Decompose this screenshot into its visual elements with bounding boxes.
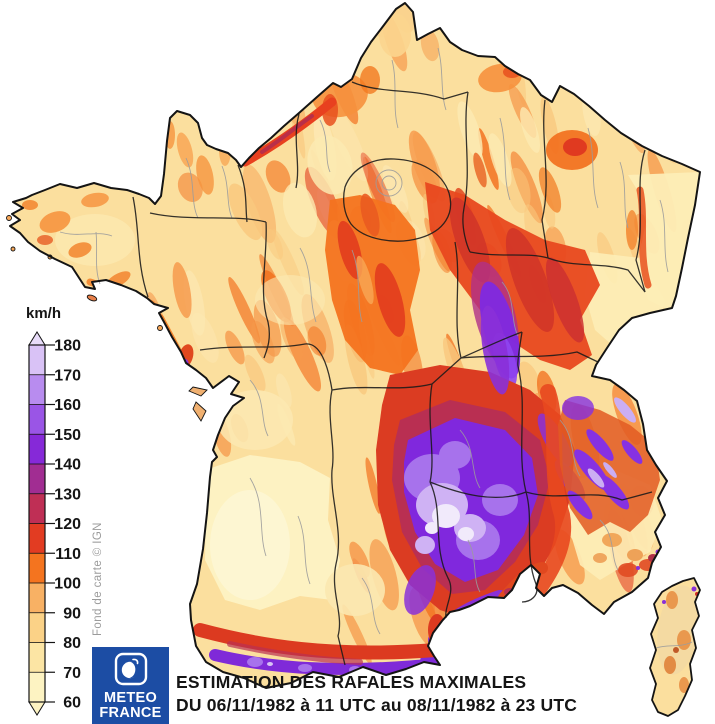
wind-streak — [276, 19, 310, 90]
wind-streak — [679, 91, 695, 157]
wind-streak — [506, 167, 531, 214]
wind-streak — [191, 312, 219, 363]
legend-segment — [29, 583, 45, 613]
map-title-block: ESTIMATION DES RAFALES MAXIMALES DU 06/1… — [176, 671, 577, 716]
wind-streak — [257, 3, 292, 84]
pyrenees-bands — [193, 623, 444, 675]
wind-streak — [165, 413, 183, 442]
wind-streak — [251, 320, 275, 364]
wind-streak — [644, 367, 663, 432]
wind-streak — [608, 3, 645, 75]
alps-purple-streaks — [558, 396, 660, 535]
wind-streak — [478, 128, 499, 190]
wind-streak — [283, 317, 321, 392]
legend-tick-label: 130 — [54, 486, 81, 503]
rhone-valley-red-strip — [524, 384, 572, 606]
legend-segment — [29, 612, 45, 643]
wind-streak — [142, 356, 161, 403]
wind-streak — [265, 160, 291, 193]
legend-tick-label: 110 — [55, 546, 81, 563]
wind-streak — [280, 317, 303, 360]
map-title-line2: DU 06/11/1982 à 11 UTC au 08/11/1982 à 2… — [176, 694, 578, 715]
legend-segment — [29, 493, 45, 524]
meteo-france-icon — [114, 652, 147, 686]
wind-streak — [228, 183, 263, 241]
legend-color-scale: km/h 60 70 80 90 100 110 120 130 140 150 160 170 180 — [26, 305, 81, 716]
legend-tick-label: 60 — [63, 695, 81, 712]
legend-tick-label: 120 — [54, 516, 81, 533]
legend-segment — [29, 642, 45, 673]
logo-text-france: FRANCE — [99, 705, 162, 721]
riviera-accents — [593, 533, 661, 577]
wind-streak — [267, 5, 293, 40]
wind-streak — [307, 326, 327, 356]
massif-central-purple-complex — [376, 305, 586, 620]
coastline — [9, 2, 701, 717]
burgundy-red-mass — [425, 182, 600, 388]
logo-text-meteo: METEO — [103, 690, 158, 706]
legend-tick-label: 100 — [54, 576, 81, 593]
wind-streak — [521, 3, 556, 71]
legend-tick-label: 90 — [63, 605, 81, 622]
wind-streak — [244, 354, 266, 392]
legend-arrow-bottom — [28, 701, 46, 716]
wind-streak — [327, 104, 369, 182]
wind-streak — [518, 361, 540, 394]
wind-streak — [242, 164, 277, 244]
legend-tick-label: 160 — [54, 397, 81, 414]
wind-streak — [382, 165, 409, 213]
wind-streak — [365, 457, 381, 514]
map-attribution: Fond de carte © IGN — [92, 522, 104, 636]
legend-tick-label: 80 — [63, 635, 81, 652]
legend-tick-label: 170 — [54, 367, 81, 384]
wind-streak — [183, 3, 205, 65]
legend-segment — [29, 464, 45, 494]
wind-streak — [265, 228, 284, 260]
legend-segment — [29, 672, 45, 702]
wind-streak — [171, 405, 185, 455]
legend-segment — [29, 434, 45, 464]
legend-tick-label: 140 — [54, 457, 81, 474]
center-orange-mass — [325, 193, 420, 375]
meteo-france-logo: METEO FRANCE — [92, 647, 169, 724]
legend-segment — [29, 374, 45, 405]
wind-streak — [138, 411, 164, 487]
department-borders — [59, 47, 693, 649]
wind-streak — [420, 29, 440, 62]
wind-streak — [408, 130, 440, 198]
wind-streak — [369, 539, 399, 611]
wind-streak — [506, 3, 521, 46]
wind-streak — [272, 33, 302, 112]
wind-streak — [645, 3, 673, 70]
wind-streak — [276, 373, 292, 408]
legend-tick-label: 150 — [54, 427, 81, 444]
region-borders — [132, 81, 653, 666]
legend-segment — [29, 404, 45, 435]
legend-tick-label: 70 — [63, 665, 81, 682]
wind-streak — [676, 45, 694, 111]
legend-segment — [29, 553, 45, 583]
wind-streak — [606, 46, 627, 100]
wind-streak — [177, 172, 203, 202]
map-title-line1: ESTIMATION DES RAFALES MAXIMALES — [176, 672, 527, 692]
wind-streak — [172, 262, 192, 319]
legend-arrow-top — [28, 331, 46, 346]
legend-segment — [29, 345, 45, 375]
legend-unit-label: km/h — [26, 305, 61, 322]
wind-streak — [253, 299, 282, 357]
legend-tick-label: 180 — [54, 338, 81, 355]
legend-segment — [29, 523, 45, 554]
wind-streak — [575, 37, 597, 72]
offshore-islands — [6, 215, 208, 422]
wind-streak — [144, 25, 172, 77]
